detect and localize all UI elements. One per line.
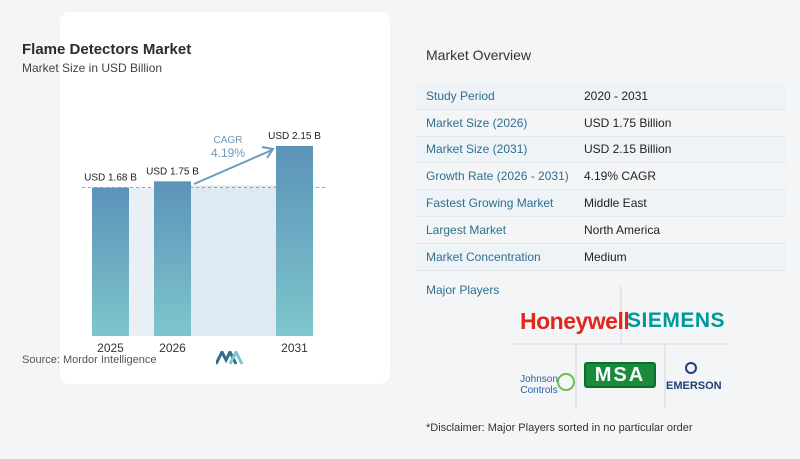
growth-region <box>191 185 276 336</box>
tick-label-2026: 2026 <box>159 341 186 355</box>
overview-row: Market Size (2026) USD 1.75 Billion <box>416 110 786 137</box>
msa-logo-box <box>584 362 656 388</box>
data-label-2031: USD 2.15 B <box>268 131 321 142</box>
johnson-controls-icon <box>557 373 575 391</box>
overview-row: Largest Market North America <box>416 217 786 244</box>
tick-label-2025: 2025 <box>97 341 124 355</box>
overview-title: Market Overview <box>426 47 532 63</box>
overview-row: Fastest Growing Market Middle East <box>416 190 786 217</box>
honeywell-logo: Honeywell <box>520 308 630 334</box>
row-value: USD 2.15 Billion <box>584 142 672 157</box>
row-label: Largest Market <box>426 222 507 237</box>
row-value: Middle East <box>584 196 647 211</box>
row-value: Medium <box>584 249 627 264</box>
emerson-logo: EMERSON <box>666 380 722 392</box>
row-value: 4.19% CAGR <box>584 169 657 184</box>
emerson-icon <box>685 362 697 374</box>
overview-row: Study Period 2020 - 2031 <box>416 83 786 110</box>
cagr-label: CAGR <box>214 135 243 146</box>
data-label-2025: USD 1.68 B <box>84 173 137 184</box>
bar-2026 <box>154 181 191 336</box>
johnson-controls-logo: Johnson Controls <box>518 374 560 396</box>
row-label: Growth Rate (2026 - 2031) <box>426 169 569 184</box>
source-text: Source: Mordor Intelligence <box>22 354 157 366</box>
row-label: Study Period <box>426 88 495 103</box>
chart-subtitle: Market Size in USD Billion <box>22 61 163 75</box>
row-value: USD 1.75 Billion <box>584 115 672 130</box>
chart-title: Flame Detectors Market <box>22 41 192 58</box>
cagr-value: 4.19% <box>211 146 245 160</box>
row-label: Fastest Growing Market <box>426 196 554 211</box>
row-label: Market Size (2031) <box>426 142 528 157</box>
overview-row: Market Size (2031) USD 2.15 Billion <box>416 136 786 164</box>
row-value: North America <box>584 222 661 237</box>
row-label: Market Size (2026) <box>426 115 528 130</box>
overview-row: Growth Rate (2026 - 2031) 4.19% CAGR <box>416 163 786 191</box>
siemens-logo: SIEMENS <box>627 309 726 332</box>
row-value: 2020 - 2031 <box>584 88 649 103</box>
overview-row: Market Concentration Medium <box>416 243 786 271</box>
row-label: Market Concentration <box>426 249 541 264</box>
jc-line-2: Controls <box>520 385 558 396</box>
cagr-arrowhead-icon <box>261 146 275 159</box>
overview-table: Study Period 2020 - 2031 Market Size (202… <box>416 83 786 271</box>
gap-region <box>129 187 154 336</box>
disclaimer: *Disclaimer: Major Players sorted in no … <box>426 422 693 434</box>
data-label-2026: USD 1.75 B <box>146 166 199 177</box>
cagr-arrow <box>193 149 273 185</box>
tick-label-2031: 2031 <box>281 341 308 355</box>
chart: USD 1.68 B 2025 USD 1.75 B 2026 USD 2.15 B 20… <box>82 131 326 355</box>
msa-logo: MSA <box>594 364 646 386</box>
mordor-logo-icon <box>216 351 244 365</box>
major-players-title: Major Players <box>426 283 500 297</box>
bar-2025 <box>92 187 129 336</box>
bar-2031 <box>276 146 313 336</box>
jc-line-1: Johnson <box>520 374 558 385</box>
